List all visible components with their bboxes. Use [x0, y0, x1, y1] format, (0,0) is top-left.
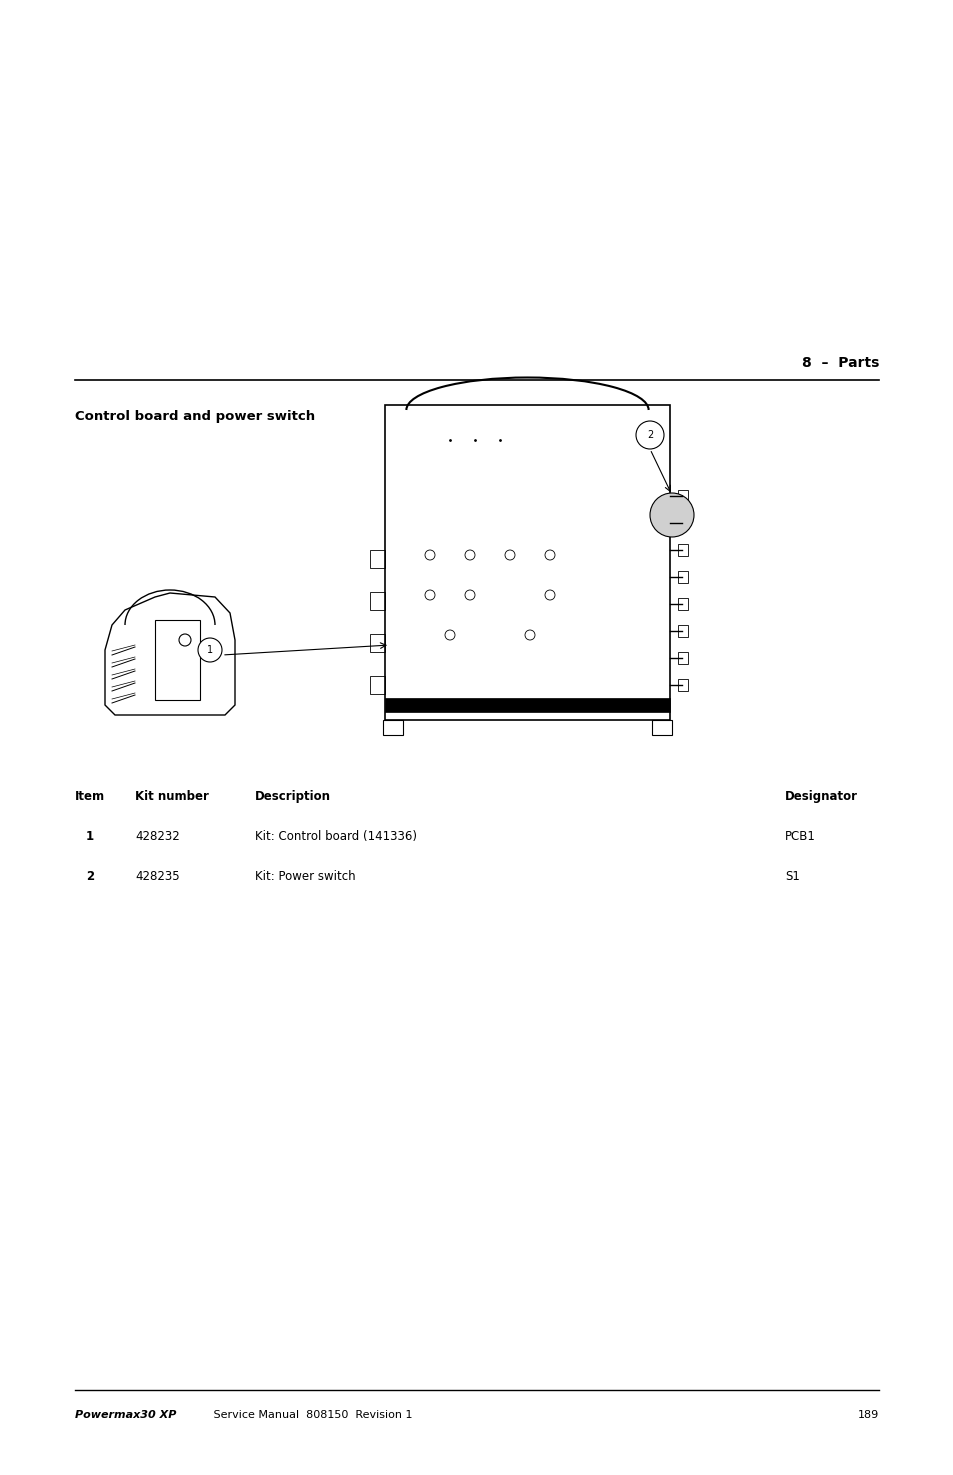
Circle shape	[198, 639, 222, 662]
Text: Description: Description	[254, 791, 331, 802]
Text: 2: 2	[646, 431, 653, 440]
Text: PCB1: PCB1	[784, 830, 815, 844]
Circle shape	[636, 420, 663, 448]
Text: 189: 189	[857, 1410, 878, 1420]
Text: Kit: Control board (141336): Kit: Control board (141336)	[254, 830, 416, 844]
Text: Kit: Power switch: Kit: Power switch	[254, 870, 355, 884]
Text: 428232: 428232	[135, 830, 179, 844]
Circle shape	[649, 493, 693, 537]
Polygon shape	[385, 698, 669, 712]
Text: 428235: 428235	[135, 870, 179, 884]
Text: Service Manual  808150  Revision 1: Service Manual 808150 Revision 1	[210, 1410, 412, 1420]
Text: Powermax30 XP: Powermax30 XP	[75, 1410, 176, 1420]
Text: S1: S1	[784, 870, 799, 884]
Text: Kit number: Kit number	[135, 791, 209, 802]
Text: 2: 2	[86, 870, 94, 884]
Text: 1: 1	[86, 830, 94, 844]
Text: Item: Item	[75, 791, 105, 802]
Text: 8  –  Parts: 8 – Parts	[801, 355, 878, 370]
Text: Designator: Designator	[784, 791, 857, 802]
Text: Control board and power switch: Control board and power switch	[75, 410, 314, 423]
Text: 1: 1	[207, 645, 213, 655]
